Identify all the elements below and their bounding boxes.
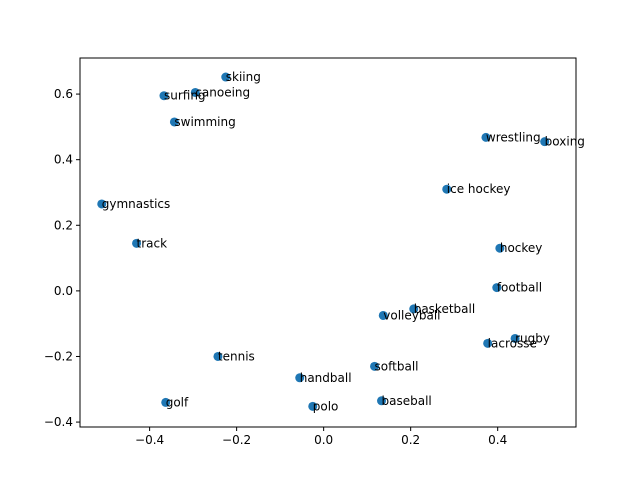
point-canoeing	[190, 87, 200, 97]
x-tick-label: 0.0	[314, 433, 333, 447]
point-gymnastics	[97, 199, 107, 209]
point-label: hockey	[500, 241, 543, 255]
y-tick-label: 0.0	[54, 284, 73, 298]
point-label: canoeing	[195, 85, 250, 99]
point-handball	[295, 373, 305, 383]
point-golf	[161, 397, 171, 407]
point-label: volleyball	[383, 308, 440, 322]
y-axis: −0.4 −0.2 0.0 0.2 0.4 0.6	[44, 87, 80, 429]
point-football	[492, 283, 502, 293]
point-label: gymnastics	[102, 197, 171, 211]
point-label: boxing	[545, 135, 585, 149]
point-hockey	[495, 243, 505, 253]
point-baseball	[377, 396, 387, 406]
point-label: lacrosse	[488, 336, 537, 350]
point-label: tennis	[218, 349, 255, 363]
point-label: softball	[375, 359, 419, 373]
point-volleyball	[378, 310, 388, 320]
x-tick-label: 0.4	[488, 433, 507, 447]
point-label: track	[137, 236, 168, 250]
point-swimming	[169, 117, 179, 127]
plot-frame	[79, 57, 577, 428]
x-tick-label: −0.2	[222, 433, 251, 447]
point-polo	[308, 401, 318, 411]
point-label: polo	[313, 399, 339, 413]
point-label: handball	[300, 371, 352, 385]
point-softball	[370, 361, 380, 371]
y-tick-label: 0.6	[54, 87, 73, 101]
point-label: swimming	[174, 115, 235, 129]
y-tick-label: 0.2	[54, 218, 73, 232]
point-basketball	[409, 304, 419, 314]
point-wrestling	[481, 132, 491, 142]
point-label: basketball	[414, 302, 475, 316]
point-label: rugby	[515, 331, 550, 345]
y-tick-label: −0.4	[44, 415, 73, 429]
y-tick-label: 0.4	[54, 153, 73, 167]
point-surfing	[159, 91, 169, 101]
point-rugby	[510, 333, 520, 343]
point-ice-hockey	[442, 184, 452, 194]
point-skiing	[221, 72, 231, 82]
point-track	[132, 238, 142, 248]
point-label: ice hockey	[447, 182, 511, 196]
x-tick-label: −0.4	[135, 433, 164, 447]
point-lacrosse	[483, 338, 493, 348]
point-boxing	[540, 137, 550, 147]
x-axis: −0.4 −0.2 0.0 0.2 0.4	[135, 427, 507, 447]
points-layer	[97, 72, 550, 411]
y-tick-label: −0.2	[44, 349, 73, 363]
point-label: surfing	[164, 89, 206, 103]
point-label: golf	[166, 395, 189, 409]
point-label: wrestling	[486, 130, 541, 144]
x-tick-label: 0.2	[401, 433, 420, 447]
point-label: baseball	[382, 394, 432, 408]
point-label: football	[497, 281, 542, 295]
point-tennis	[213, 351, 223, 361]
point-label: skiing	[226, 70, 261, 84]
